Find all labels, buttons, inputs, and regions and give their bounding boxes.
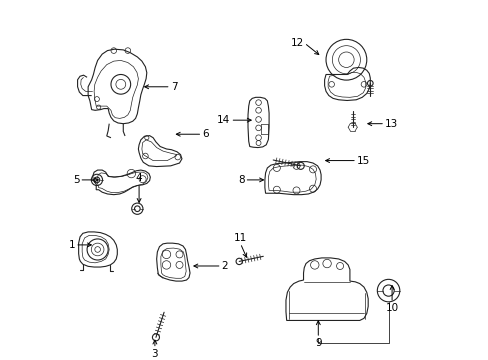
Text: 15: 15 [356, 156, 369, 166]
Text: 8: 8 [237, 175, 244, 185]
Text: 7: 7 [170, 82, 177, 92]
Text: 5: 5 [73, 175, 79, 185]
Text: 13: 13 [384, 119, 398, 129]
Text: 12: 12 [290, 38, 304, 48]
Text: 10: 10 [385, 303, 398, 313]
Text: 2: 2 [221, 261, 228, 271]
Text: 6: 6 [202, 129, 208, 139]
Text: 14: 14 [217, 115, 230, 125]
Text: 9: 9 [314, 338, 321, 348]
Text: 1: 1 [68, 240, 75, 250]
Text: 3: 3 [151, 348, 158, 359]
Text: 4: 4 [136, 174, 142, 183]
Text: 11: 11 [233, 233, 246, 243]
